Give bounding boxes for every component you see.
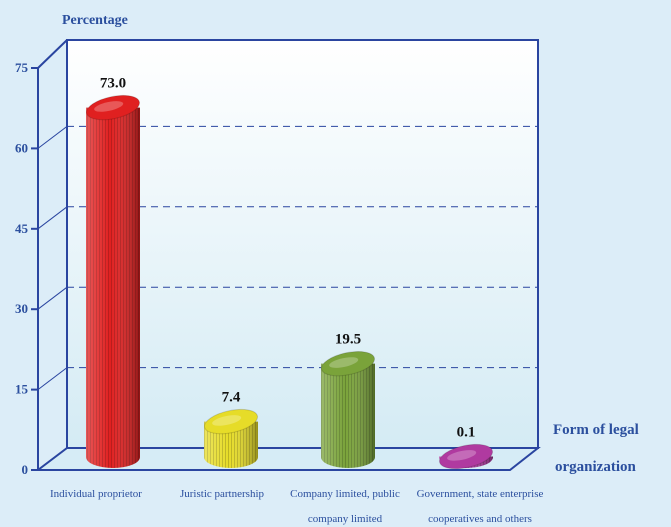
data-label: 19.5 xyxy=(335,332,361,348)
y-tick-label: 75 xyxy=(15,60,29,75)
y-tick-label: 45 xyxy=(15,221,29,236)
bar xyxy=(85,94,141,468)
bar-top-highlight xyxy=(447,450,477,461)
y-axis-depth xyxy=(37,39,68,69)
x-axis-label-line-1: Form of legal xyxy=(553,422,639,438)
grid-line-depth xyxy=(37,206,68,230)
bar-top xyxy=(85,94,141,121)
bar-shading xyxy=(321,363,375,468)
grid-lines xyxy=(37,125,538,390)
bar-top-highlight xyxy=(212,415,242,426)
y-axis-ticks: 0 15 30 45 60 75 xyxy=(15,60,38,477)
category-label: Juristic partnership xyxy=(180,488,265,500)
y-tick-label: 15 xyxy=(15,382,29,397)
bar-top xyxy=(320,351,376,377)
grid-line-depth xyxy=(37,126,68,149)
category-label: company limited xyxy=(308,513,383,525)
y-axis-label: Percentage xyxy=(62,13,128,28)
category-labels: Individual proprietor Juristic partnershi… xyxy=(50,488,543,525)
bars: 73.0 7.4 19.5 0.1 xyxy=(85,76,494,470)
y-tick-label: 30 xyxy=(15,301,28,316)
bar xyxy=(438,443,494,470)
bar-top-highlight xyxy=(94,101,124,112)
bar-top xyxy=(438,443,494,470)
x-axis-label-line-2: organization xyxy=(555,459,636,475)
category-label: Individual proprietor xyxy=(50,488,142,500)
grid-line-depth xyxy=(37,367,68,390)
plot-floor xyxy=(35,447,541,471)
y-tick-label: 60 xyxy=(15,140,28,155)
bar-shading xyxy=(86,107,140,468)
bar-top-highlight xyxy=(329,357,359,368)
grid-line-depth xyxy=(37,286,68,310)
bar xyxy=(320,351,376,468)
y-tick-label: 0 xyxy=(22,462,29,477)
category-label: Government, state enterprise xyxy=(417,488,544,500)
data-label: 0.1 xyxy=(457,425,476,441)
bar-top xyxy=(203,408,259,435)
data-label: 7.4 xyxy=(222,390,241,406)
data-label: 73.0 xyxy=(100,76,126,92)
category-label: cooperatives and others xyxy=(428,513,532,525)
category-label: Company limited, public xyxy=(290,488,400,500)
bar xyxy=(203,408,259,468)
